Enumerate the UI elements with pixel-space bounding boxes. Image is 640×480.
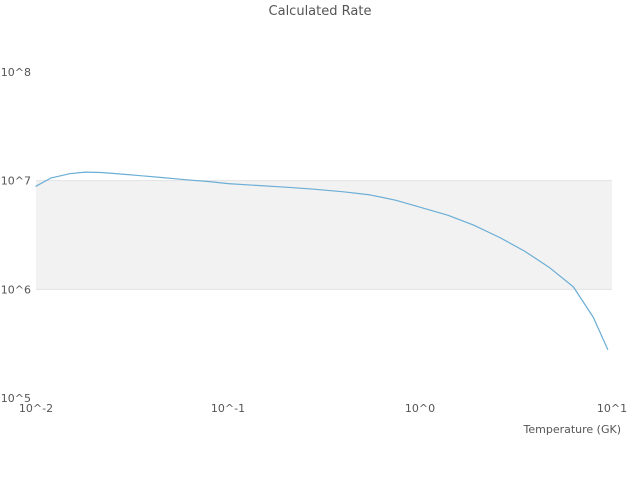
- x-tick-label: 10^1: [597, 402, 627, 415]
- y-tick-label: 10^6: [1, 283, 31, 296]
- y-tick-label: 10^5: [1, 392, 31, 405]
- chart-title: Calculated Rate: [268, 4, 372, 19]
- x-tick-label: 10^-2: [19, 402, 53, 415]
- y-tick-label: 10^8: [1, 66, 31, 79]
- x-axis-label: Temperature (GK): [523, 423, 622, 436]
- highlight-band: [36, 180, 612, 290]
- y-tick-label: 10^7: [1, 175, 31, 188]
- x-tick-label: 10^-1: [211, 402, 245, 415]
- series-line-calculated-rate: [35, 171, 609, 350]
- x-tick-label: 10^0: [405, 402, 435, 415]
